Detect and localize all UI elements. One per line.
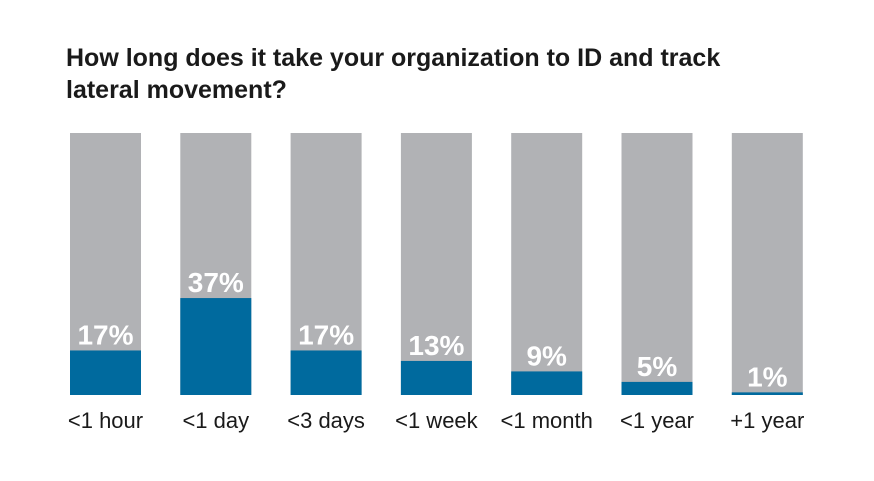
- data-label: 37%: [188, 267, 244, 298]
- bar-track: [731, 133, 803, 395]
- x-tick-label: <1 hour: [68, 408, 143, 433]
- x-tick-label: <1 day: [182, 408, 249, 433]
- data-label: 9%: [526, 340, 567, 371]
- bar: [621, 381, 693, 395]
- data-label: 5%: [637, 351, 678, 382]
- bar: [290, 350, 362, 395]
- chart-title: How long does it take your organization …: [66, 44, 721, 104]
- x-tick-label: +1 year: [730, 408, 804, 433]
- bar: [70, 350, 141, 395]
- bar-track: [400, 133, 472, 395]
- bar: [511, 371, 583, 395]
- x-tick-label: <3 days: [287, 408, 365, 433]
- data-label: 17%: [298, 319, 354, 350]
- bar-track: [511, 133, 583, 395]
- data-label: 1%: [747, 361, 788, 392]
- bar: [731, 392, 803, 395]
- bar-track: [621, 133, 693, 395]
- bar: [400, 360, 472, 395]
- x-tick-label: <1 month: [501, 408, 593, 433]
- x-tick-label: <1 week: [395, 408, 479, 433]
- bar: [180, 298, 252, 395]
- data-label: 17%: [77, 319, 133, 350]
- x-tick-label: <1 year: [620, 408, 694, 433]
- data-label: 13%: [408, 330, 464, 361]
